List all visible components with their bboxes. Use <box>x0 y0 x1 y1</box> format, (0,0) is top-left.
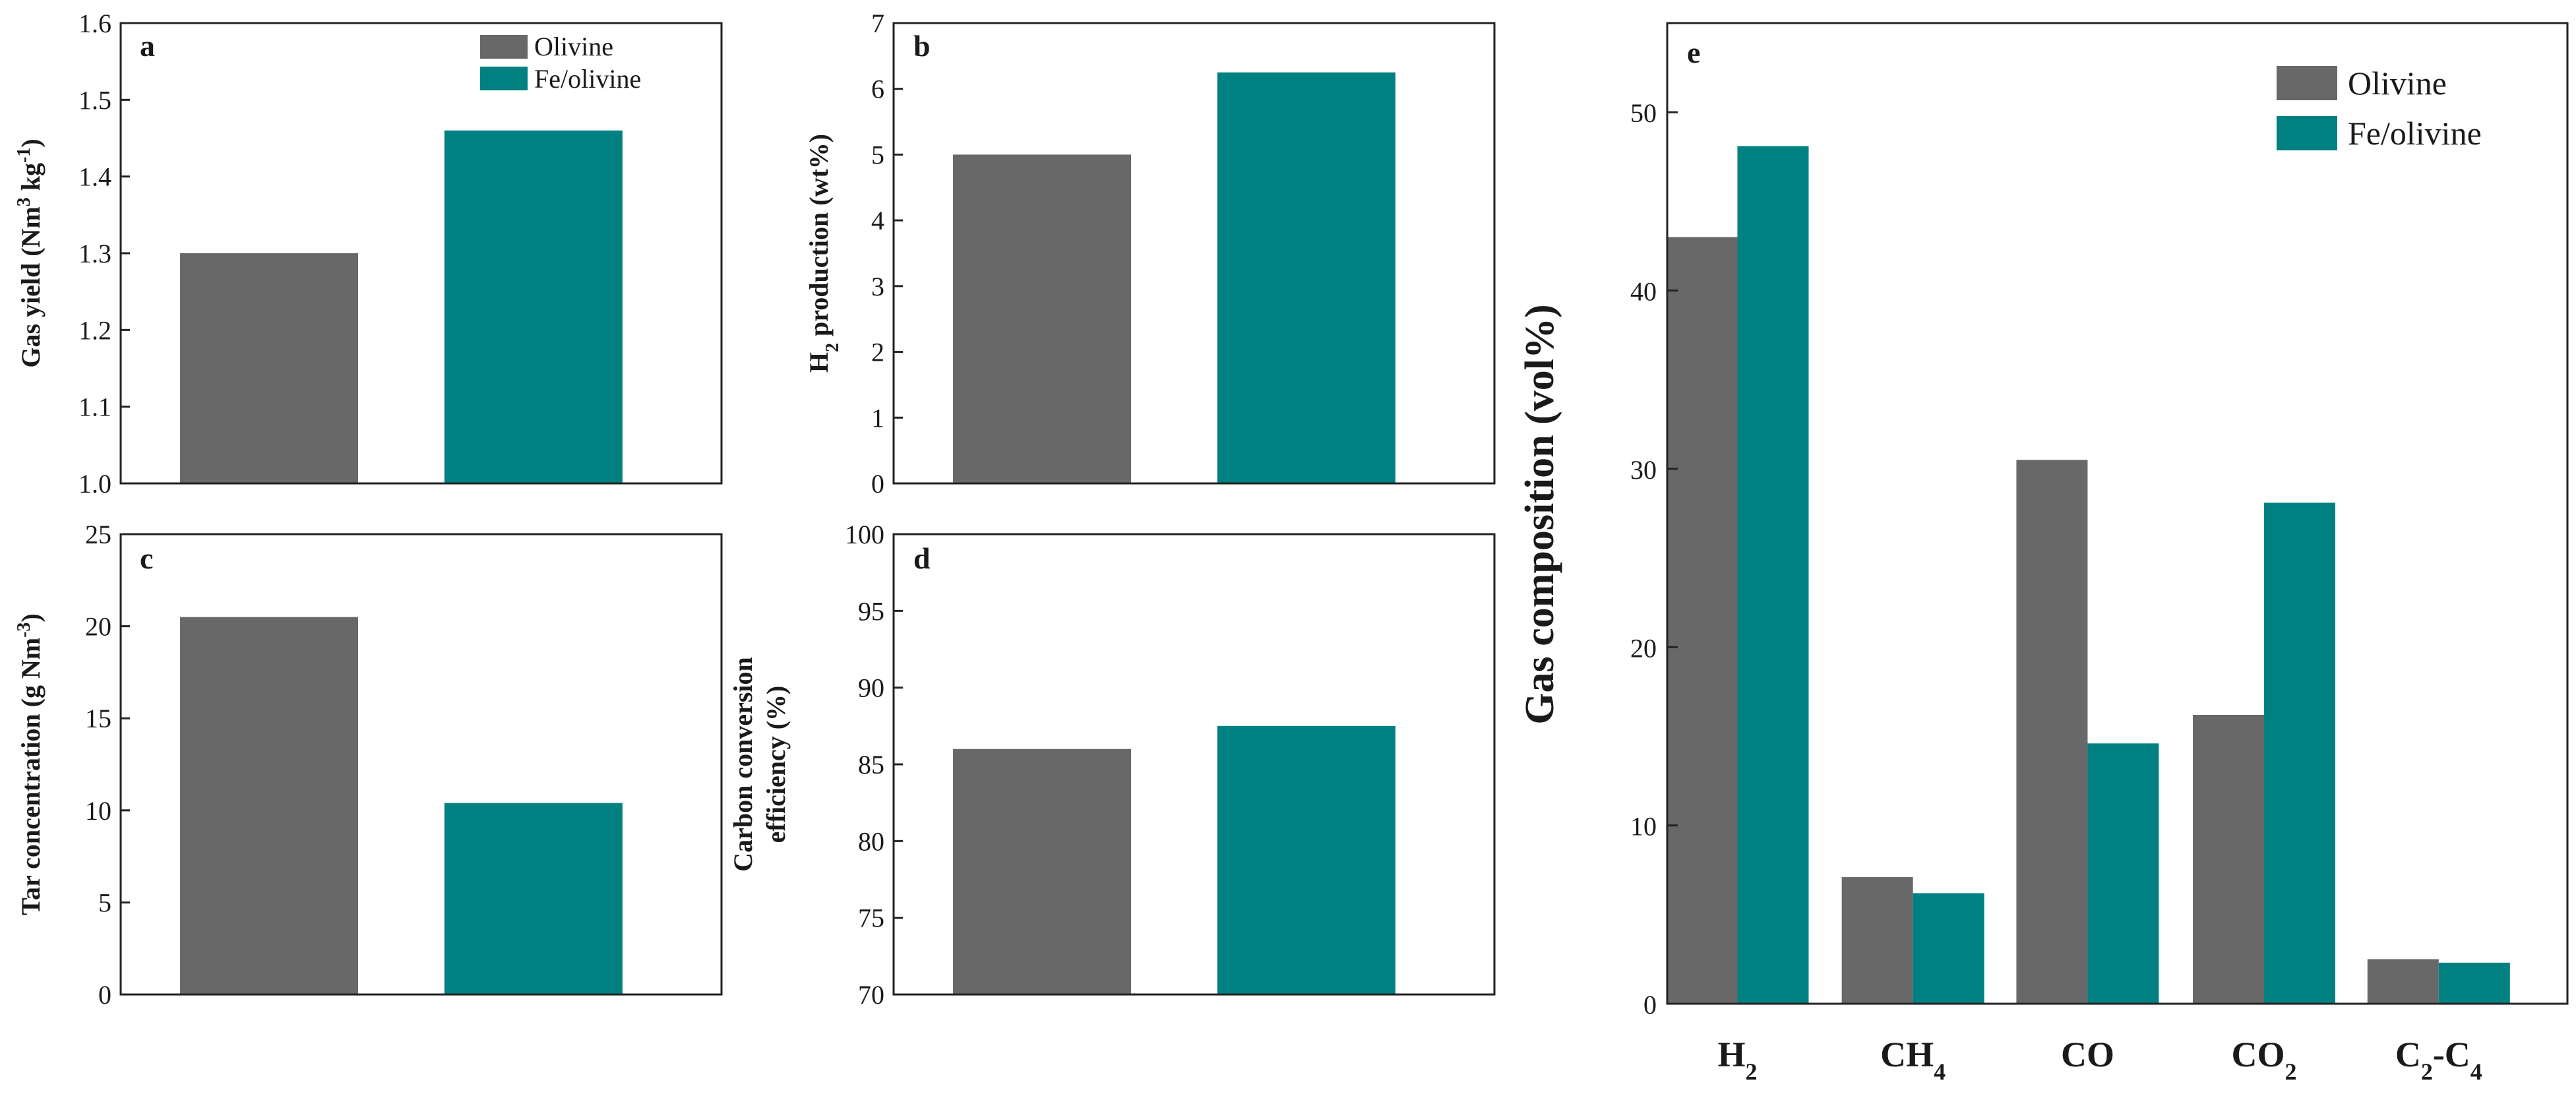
panel-e-y-axis-title: Gas composition (vol%) <box>1518 304 1562 724</box>
panel-d-letter: d <box>913 541 931 575</box>
y-tick-label: 1.1 <box>78 392 111 422</box>
panel-e-bar-olivine-0 <box>1666 237 1738 1004</box>
y-tick-label: 6 <box>871 75 884 104</box>
panel-a-y-axis-title: Gas yield (Nm3 kg-1) <box>14 138 46 367</box>
y-tick-label: 80 <box>858 826 884 856</box>
y-tick-label: 25 <box>85 520 111 549</box>
legend-e-swatch-fe-olivine <box>2277 116 2337 150</box>
y-tick-label: 7 <box>871 9 884 38</box>
panel-a-legend: Olivine Fe/olivine <box>480 32 641 94</box>
panel-e-bar-olivine-3 <box>2192 715 2264 1004</box>
y-tick-label: 1.6 <box>78 9 111 38</box>
panel-c-y-axis-title: Tar concentration (g Nm-3) <box>14 613 46 915</box>
x-category-label: C2-C4 <box>2395 1035 2482 1085</box>
legend-label-olivine: Olivine <box>534 32 613 61</box>
y-tick-label: 1.3 <box>78 239 111 268</box>
y-tick-label: 1.2 <box>78 315 111 345</box>
panel-e-frame <box>1666 22 2569 1005</box>
panel-e-letter: e <box>1687 36 1700 69</box>
panel-a-gas-yield: 1.0 1.1 1.2 1.3 1.4 1.5 1.6 a Olivine Fe/olivi… <box>14 9 723 499</box>
panel-c-bar-olivine <box>180 617 359 995</box>
legend-label-fe-olivine: Fe/olivine <box>534 64 641 94</box>
panel-d-y-axis-title-line1: Carbon conversion <box>728 657 758 872</box>
y-tick-label: 85 <box>858 750 884 780</box>
y-tick-label: 1.5 <box>78 85 111 115</box>
panel-c-tar-concentration: 0 5 10 15 20 25 c Tar concentration (g Nm-3) <box>14 520 723 1010</box>
y-tick-label: 0 <box>871 469 884 499</box>
panel-b-h2-production: 0 1 2 3 4 5 6 7 b H2 production (wt%) <box>804 9 1496 499</box>
y-tick-label: 20 <box>85 612 111 642</box>
y-tick-label: 1.0 <box>78 469 111 499</box>
panel-e-bar-fe-olivine-3 <box>2263 503 2335 1004</box>
x-category-label: CO2 <box>2231 1035 2296 1085</box>
y-tick-label: 0 <box>98 980 111 1010</box>
legend-e-label-olivine: Olivine <box>2348 65 2447 102</box>
y-tick-label: 5 <box>98 888 111 917</box>
x-category-label: CO <box>2061 1035 2114 1074</box>
y-tick-label: 90 <box>858 673 884 703</box>
panel-e-bar-fe-olivine-0 <box>1737 146 1809 1004</box>
panel-d-y-axis-title-line2: efficiency (%) <box>761 686 791 843</box>
y-tick-label: 75 <box>858 903 884 933</box>
y-tick-label: 3 <box>871 272 884 301</box>
panel-b-y-axis-title: H2 production (wt%) <box>804 134 843 373</box>
y-tick-label: 20 <box>1630 633 1657 663</box>
panel-e-bar-olivine-2 <box>2016 460 2088 1004</box>
y-tick-label: 40 <box>1630 277 1657 307</box>
panel-d-bar-olivine <box>953 749 1132 995</box>
x-category-label: CH4 <box>1880 1035 1946 1085</box>
panel-c-frame <box>119 533 723 996</box>
panel-e-bar-olivine-1 <box>1841 877 1913 1004</box>
panel-a-bar-fe-olivine <box>444 130 623 483</box>
x-category-label: H2 <box>1717 1035 1757 1085</box>
y-tick-label: 15 <box>85 704 111 733</box>
panel-e-bar-fe-olivine-2 <box>2087 743 2159 1004</box>
panel-e-bar-olivine-4 <box>2367 959 2439 1004</box>
y-tick-label: 30 <box>1630 455 1657 485</box>
y-tick-label: 4 <box>871 206 884 235</box>
panel-c-bar-fe-olivine <box>444 803 623 995</box>
y-tick-label: 95 <box>858 596 884 626</box>
y-tick-label: 2 <box>871 338 884 367</box>
y-tick-label: 1 <box>871 403 884 433</box>
y-tick-label: 70 <box>858 980 884 1010</box>
panel-b-frame <box>892 22 1496 485</box>
legend-e-label-fe-olivine: Fe/olivine <box>2348 115 2482 152</box>
legend-swatch-fe-olivine <box>480 67 528 90</box>
panel-a-bar-olivine <box>180 253 359 483</box>
panel-e-bar-fe-olivine-4 <box>2438 962 2510 1004</box>
panel-d-bar-fe-olivine <box>1217 725 1395 995</box>
panel-b-bar-olivine <box>953 154 1132 483</box>
panel-e-bar-fe-olivine-1 <box>1913 893 1984 1004</box>
panel-b-letter: b <box>913 29 931 63</box>
panel-a-letter: a <box>140 29 155 63</box>
panel-b-bar-fe-olivine <box>1217 72 1395 484</box>
y-tick-label: 100 <box>845 520 884 549</box>
legend-e-swatch-olivine <box>2277 66 2337 100</box>
panel-c-letter: c <box>140 541 153 575</box>
panel-d-carbon-conversion: 70 75 80 85 90 95 100 d Carbon conversion effi… <box>728 520 1496 1010</box>
y-tick-label: 50 <box>1630 98 1657 128</box>
y-tick-label: 5 <box>871 140 884 169</box>
panel-e-legend: Olivine Fe/olivine <box>2277 65 2482 152</box>
y-tick-label: 10 <box>85 796 111 826</box>
legend-swatch-olivine <box>480 35 528 59</box>
y-tick-label: 0 <box>1643 990 1657 1020</box>
y-tick-label: 10 <box>1630 812 1657 842</box>
y-tick-label: 1.4 <box>78 162 111 192</box>
panel-e-gas-composition: 0 10 20 30 40 50 H2 CH4 CO CO2 C2-C4 e Olivine Fe… <box>1518 22 2569 1085</box>
